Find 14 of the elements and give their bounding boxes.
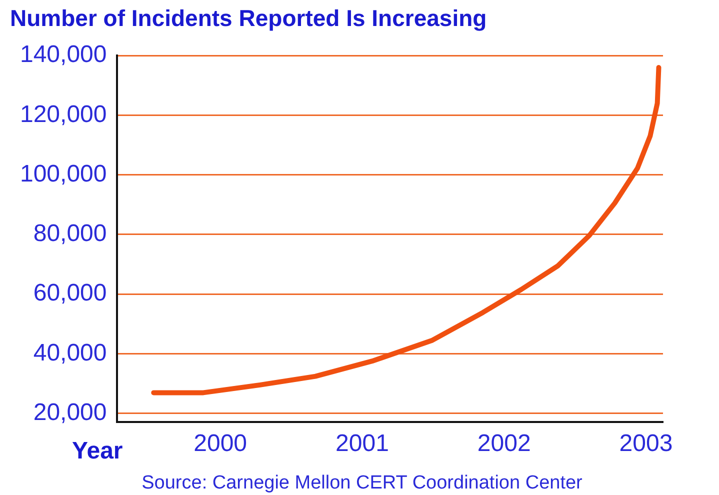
y-tick-label: 80,000	[33, 220, 107, 248]
x-tick-label: 2001	[336, 430, 389, 458]
source-note: Source: Carnegie Mellon CERT Coordination Center	[142, 472, 584, 494]
y-tick-label: 140,000	[20, 41, 107, 68]
x-tick-label: 2003	[619, 430, 673, 458]
y-tick-label: 40,000	[33, 339, 107, 366]
x-tick-label: 2000	[194, 430, 248, 458]
x-tick-label: 2002	[477, 430, 531, 458]
y-tick-label: 100,000	[20, 160, 107, 188]
y-tick-label: 120,000	[20, 100, 107, 128]
y-tick-label: 20,000	[33, 398, 107, 426]
y-tick-label: 60,000	[33, 280, 107, 307]
chart-title: Number of Incidents Reported Is Increasing	[10, 5, 487, 32]
x-axis-title: Year	[72, 438, 123, 465]
